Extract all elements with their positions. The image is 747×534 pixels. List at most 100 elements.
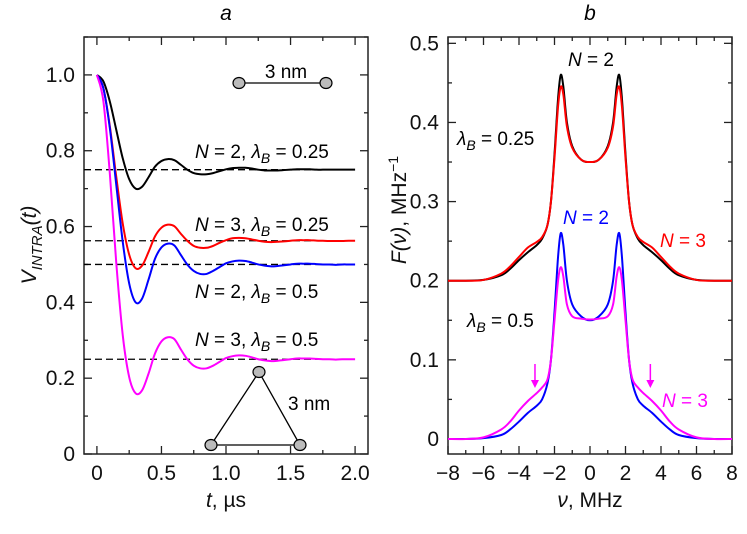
x-tick-label: 1.0 bbox=[211, 462, 240, 485]
label-lambda: λ bbox=[251, 142, 261, 163]
label-lambda-value: = 0.5 bbox=[486, 311, 534, 332]
two-spin-inset: 3 nm bbox=[232, 62, 333, 90]
x-tick-label: 6 bbox=[691, 462, 703, 485]
label-lambda-value: = 0.25 bbox=[270, 142, 329, 163]
series-line-2 bbox=[96, 74, 356, 305]
y-axis-symbol: F(ν) bbox=[388, 227, 411, 264]
x-tick-label: −4 bbox=[507, 462, 531, 485]
label-lambda: λ bbox=[251, 330, 261, 351]
panel-b: b−8 −6 −4 −2 0 2 4 6 800.10.20.30.40.5ν, MHzF(ν)… bbox=[385, 2, 738, 512]
label-lambda-subscript: B bbox=[476, 319, 485, 335]
spin-circle bbox=[204, 438, 218, 452]
label-lambda-value: = 0.25 bbox=[270, 215, 329, 236]
x-axis-label: t, µs bbox=[206, 489, 246, 512]
panel-title: b bbox=[584, 2, 596, 25]
x-axis-label: ν, MHz bbox=[557, 489, 622, 512]
arrow-head-icon bbox=[530, 380, 539, 388]
label-n-value: = 3, bbox=[209, 330, 252, 351]
series-label: N = 3, λB = 0.5 bbox=[195, 330, 318, 354]
x-tick-label: −8 bbox=[436, 462, 460, 485]
triangle bbox=[209, 370, 302, 446]
label-lambda-025: λB = 0.25 bbox=[456, 129, 534, 153]
label-n: N bbox=[195, 215, 209, 236]
y-tick-label: 0.3 bbox=[410, 191, 439, 214]
label-lambda-subscript: B bbox=[261, 290, 270, 306]
label-n-value: = 3, bbox=[209, 215, 252, 236]
y-tick-label: 1.0 bbox=[46, 64, 75, 87]
series-label: N = 2, λB = 0.25 bbox=[195, 142, 329, 166]
x-tick-label: 8 bbox=[726, 462, 738, 485]
x-axis-variable: ν bbox=[557, 489, 568, 512]
spin-circle bbox=[252, 365, 266, 379]
label-n2-blue: N = 2 bbox=[563, 208, 609, 229]
x-axis-variable: t bbox=[206, 489, 213, 512]
x-tick-label: 2.0 bbox=[340, 462, 369, 485]
y-tick-label: 0.6 bbox=[46, 216, 75, 239]
label-n: N bbox=[660, 231, 674, 252]
y-axis-superscript: −1 bbox=[385, 156, 401, 172]
spin-circle bbox=[232, 76, 246, 90]
label-n: N bbox=[195, 282, 209, 303]
x-tick-label: −6 bbox=[472, 462, 496, 485]
x-tick-label: 0 bbox=[91, 462, 103, 485]
panel-a: a 0 0.5 1.0 1.5 2.0 0 0.2 0.4 0.6 0.8 1.0 t, µs VINTR… bbox=[18, 2, 370, 512]
label-n-value: = 2, bbox=[209, 142, 252, 163]
label-lambda-subscript: B bbox=[261, 150, 270, 166]
label-n-value: = 3 bbox=[676, 391, 708, 412]
series-line-1 bbox=[96, 74, 356, 270]
series-label: N = 2, λB = 0.5 bbox=[195, 282, 318, 306]
y-axis-label: F(ν), MHz−1 bbox=[385, 156, 411, 264]
y-tick-label: 0 bbox=[63, 443, 75, 466]
plot-area bbox=[84, 74, 356, 396]
label-n: N bbox=[195, 142, 209, 163]
y-tick-label: 0.1 bbox=[410, 349, 439, 372]
label-n3-magenta: N = 3 bbox=[662, 391, 708, 412]
x-axis-unit: , µs bbox=[212, 489, 246, 512]
label-n: N bbox=[195, 330, 209, 351]
y-tick-label: 0.4 bbox=[46, 291, 76, 314]
x-tick-label: 0 bbox=[584, 462, 596, 485]
label-lambda-subscript: B bbox=[261, 223, 270, 239]
label-n-value: = 3 bbox=[674, 231, 706, 252]
distance-label: 3 nm bbox=[265, 62, 307, 83]
label-lambda: λ bbox=[251, 215, 261, 236]
label-n: N bbox=[563, 208, 577, 229]
y-tick-label: 0.2 bbox=[410, 270, 439, 293]
y-tick-label: 0.2 bbox=[46, 367, 75, 390]
label-lambda-subscript: B bbox=[466, 137, 475, 153]
label-lambda: λ bbox=[456, 129, 466, 150]
label-lambda-05: λB = 0.5 bbox=[466, 311, 534, 335]
series-line-1 bbox=[448, 85, 732, 282]
label-lambda-value: = 0.5 bbox=[270, 330, 318, 351]
x-tick-label: 0.5 bbox=[147, 462, 176, 485]
label-n-value: = 2, bbox=[209, 282, 252, 303]
y-axis-unit: , MHz bbox=[388, 172, 411, 227]
distance-label: 3 nm bbox=[288, 394, 330, 415]
label-lambda-value: = 0.25 bbox=[476, 129, 535, 150]
y-tick-label: 0.4 bbox=[410, 111, 440, 134]
y-axis-label: VINTRA(t) bbox=[18, 206, 46, 285]
panel-title: a bbox=[220, 2, 232, 25]
label-n3-red: N = 3 bbox=[660, 231, 706, 252]
spin-circle bbox=[293, 438, 307, 452]
plot-area bbox=[448, 73, 732, 441]
three-spin-inset: 3 nm bbox=[204, 365, 330, 452]
label-lambda: λ bbox=[466, 311, 476, 332]
y-tick-label: 0.8 bbox=[46, 140, 75, 163]
x-axis-unit: , MHz bbox=[568, 489, 623, 512]
series-label: N = 3, λB = 0.25 bbox=[195, 215, 329, 239]
y-axis-argument: (t) bbox=[18, 206, 41, 226]
x-tick-label: −2 bbox=[543, 462, 567, 485]
series-line-3 bbox=[95, 74, 356, 396]
x-tick-label: 2 bbox=[620, 462, 632, 485]
label-n: N bbox=[568, 50, 582, 71]
x-tick-label: 1.5 bbox=[276, 462, 305, 485]
label-n-value: = 2 bbox=[582, 50, 614, 71]
label-lambda-subscript: B bbox=[261, 338, 270, 354]
label-n: N bbox=[662, 391, 676, 412]
label-n-value: = 2 bbox=[577, 208, 609, 229]
series-line-0 bbox=[96, 74, 356, 191]
label-lambda-value: = 0.5 bbox=[270, 282, 318, 303]
y-axis-subscript: INTRA bbox=[29, 225, 46, 270]
